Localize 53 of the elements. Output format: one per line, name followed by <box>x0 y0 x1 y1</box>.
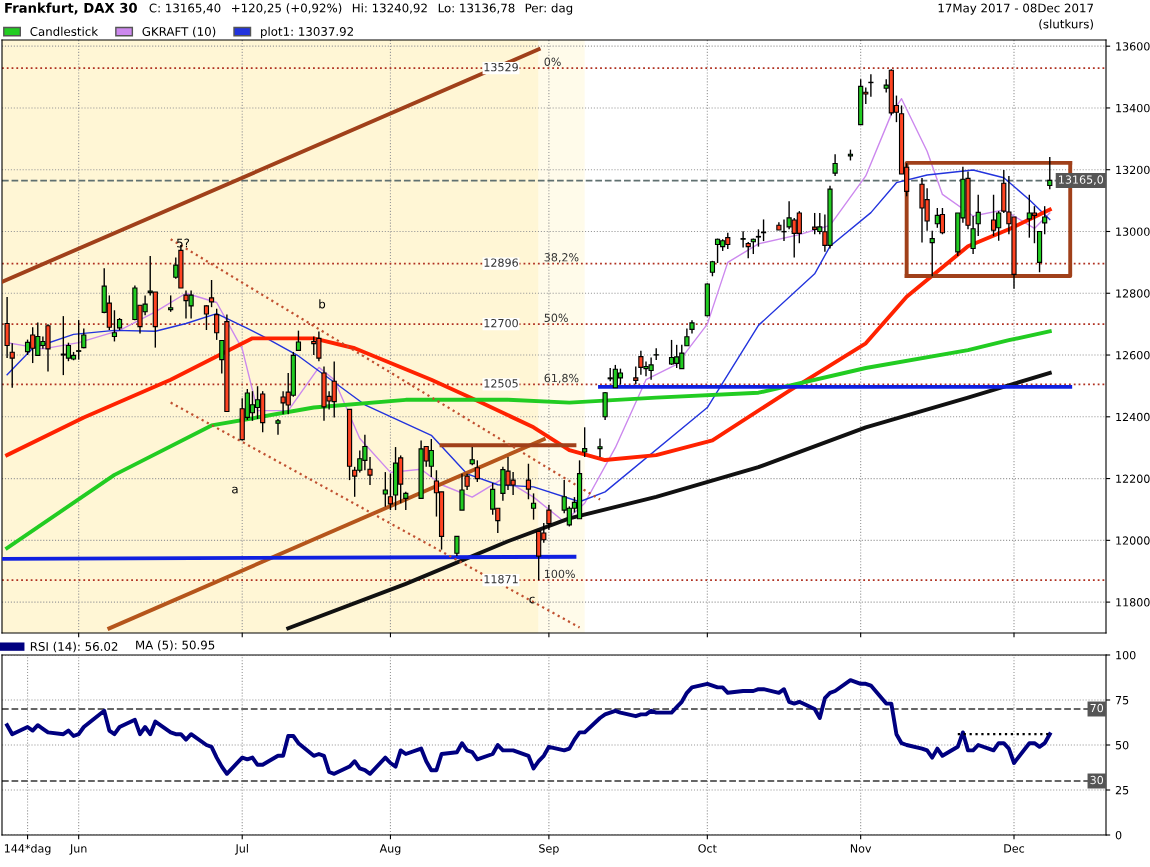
text: Hi: 13240,92 <box>352 3 427 14</box>
ref-line-label: 13529 <box>484 62 518 72</box>
ref-line-label: 11871 <box>484 575 518 584</box>
y-tick-label: 11800 <box>1116 598 1150 607</box>
x-tick-label: Nov <box>850 844 872 853</box>
annotation: b <box>319 299 326 309</box>
x-tick-label: 144*dag <box>4 844 51 855</box>
annotation: 61,8% <box>544 373 579 384</box>
x-tick-label: Jun <box>69 844 87 855</box>
text: C: 13165,40 <box>149 3 221 14</box>
y-tick-label: 75 <box>1115 696 1129 705</box>
y-tick-label: 12000 <box>1116 536 1150 545</box>
ref-line-label: 12505 <box>484 379 518 388</box>
text: +120,25 (+0,92%) <box>232 3 342 14</box>
y-tick-label: 13600 <box>1116 42 1150 51</box>
y-tick-label: 13200 <box>1116 165 1150 175</box>
y-tick-label: 25 <box>1115 785 1129 795</box>
y-tick-label: 100 <box>1116 650 1136 660</box>
y-tick-label: 12200 <box>1116 474 1150 483</box>
annotation: 100% <box>545 569 575 579</box>
annotation: a <box>232 486 238 494</box>
legend-label: Candlestick <box>30 26 99 36</box>
ref-line-label: 30 <box>1090 775 1104 785</box>
y-tick-label: 50 <box>1115 740 1129 750</box>
y-tick-label: 12800 <box>1116 289 1150 298</box>
ref-line-label: 12896 <box>484 258 518 267</box>
ref-line-label: 13165,0 <box>1059 175 1104 185</box>
y-tick-label: 12400 <box>1116 412 1150 422</box>
y-tick-label: 13400 <box>1116 103 1150 113</box>
ref-line-label: 70 <box>1090 703 1104 713</box>
y-tick-label: 12600 <box>1116 351 1150 360</box>
x-tick-label: Sep <box>539 844 559 855</box>
x-tick-label: Dec <box>1004 844 1025 853</box>
text: 17May 2017 - 08Dec 2017 <box>938 3 1093 15</box>
text: Per: dag <box>525 3 573 15</box>
annotation: 38,2% <box>544 253 579 263</box>
y-tick-label: 13000 <box>1116 227 1150 236</box>
legend-label: plot1: 13037.92 <box>261 26 353 39</box>
text: (slutkurs) <box>1039 19 1093 30</box>
annotation: c <box>529 596 535 604</box>
x-tick-label: Jul <box>234 844 248 855</box>
text: Lo: 13136,78 <box>438 3 515 14</box>
text: MA (5): 50.95 <box>136 640 215 651</box>
annotation: 5? <box>177 238 190 248</box>
x-tick-label: Oct <box>698 844 717 853</box>
ref-line-label: 12700 <box>484 318 518 328</box>
x-tick-label: Aug <box>379 844 401 855</box>
y-tick-label: 0 <box>1115 830 1122 840</box>
annotation: 0% <box>544 57 561 66</box>
annotation: 50% <box>544 313 568 322</box>
legend-label: RSI (14): 56.02 <box>30 641 118 653</box>
chart-title: Frankfurt, DAX 30 <box>5 2 137 15</box>
legend-label: GKRAFT (10) <box>142 26 216 38</box>
